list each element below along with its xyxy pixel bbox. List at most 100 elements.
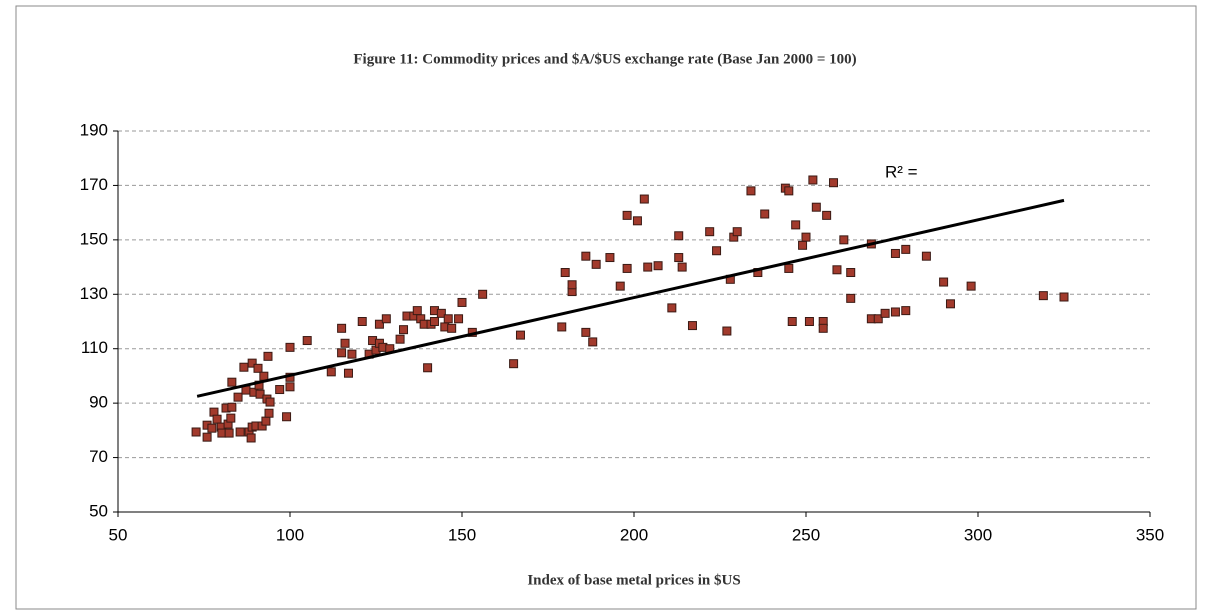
- point: [921, 251, 931, 261]
- point: [622, 263, 632, 273]
- point: [557, 322, 567, 332]
- point: [615, 281, 625, 291]
- point: [705, 227, 715, 237]
- x-tick-label: 200: [620, 525, 648, 544]
- point: [760, 209, 770, 219]
- point: [811, 202, 821, 212]
- point: [622, 210, 632, 220]
- point: [343, 368, 353, 378]
- x-tick-label: 100: [276, 525, 304, 544]
- point: [340, 338, 350, 348]
- point: [560, 268, 570, 278]
- point: [674, 231, 684, 241]
- point: [374, 319, 384, 329]
- point: [478, 289, 488, 299]
- point: [447, 323, 457, 333]
- x-tick-label: 300: [964, 525, 992, 544]
- point: [381, 314, 391, 324]
- point: [227, 402, 237, 412]
- point: [412, 306, 422, 316]
- y-tick-label: 150: [80, 229, 108, 248]
- point: [515, 330, 525, 340]
- point: [890, 307, 900, 317]
- point: [436, 308, 446, 318]
- point: [732, 227, 742, 237]
- point: [235, 427, 245, 437]
- point: [207, 423, 217, 433]
- point: [255, 389, 265, 399]
- point: [588, 337, 598, 347]
- point: [605, 253, 615, 263]
- point: [798, 240, 808, 250]
- point: [265, 397, 275, 407]
- point: [357, 317, 367, 326]
- y-tick-label: 130: [80, 284, 108, 303]
- point: [818, 323, 828, 333]
- point: [808, 175, 818, 185]
- point: [326, 367, 336, 377]
- point: [337, 323, 347, 333]
- y-tick-label: 170: [80, 175, 108, 194]
- point: [787, 317, 797, 326]
- point: [1038, 291, 1048, 301]
- point: [337, 348, 347, 358]
- point: [457, 297, 467, 307]
- y-tick-label: 50: [89, 501, 108, 520]
- point: [829, 178, 839, 188]
- point: [687, 321, 697, 331]
- point: [939, 277, 949, 287]
- point: [901, 306, 911, 316]
- point: [822, 210, 832, 220]
- point: [839, 235, 849, 245]
- y-tick-label: 70: [89, 447, 108, 466]
- point: [264, 408, 274, 418]
- chart-border: [15, 5, 1197, 610]
- y-tick-label: 110: [81, 338, 108, 357]
- point: [246, 433, 256, 443]
- point: [423, 363, 433, 373]
- x-axis-label: Index of base metal prices in $US: [527, 572, 740, 588]
- point: [746, 186, 756, 196]
- x-tick-label: 150: [448, 525, 476, 544]
- point: [632, 216, 642, 226]
- point: [261, 416, 271, 426]
- point: [263, 351, 273, 361]
- point: [1059, 292, 1069, 302]
- point: [712, 246, 722, 256]
- point: [581, 327, 591, 337]
- point: [801, 232, 811, 242]
- point: [429, 317, 439, 326]
- point: [253, 363, 263, 373]
- point: [791, 220, 801, 230]
- point: [832, 265, 842, 275]
- point: [454, 314, 464, 324]
- point: [846, 268, 856, 278]
- point: [945, 299, 955, 309]
- point: [591, 259, 601, 269]
- point: [202, 432, 212, 442]
- point: [285, 382, 295, 392]
- point: [677, 262, 687, 272]
- point: [443, 314, 453, 324]
- point: [226, 413, 236, 423]
- point: [722, 326, 732, 336]
- x-tick-label: 50: [109, 525, 128, 544]
- point: [239, 362, 249, 372]
- point: [247, 358, 257, 368]
- point: [667, 303, 677, 313]
- point: [873, 314, 883, 324]
- chart-title: Figure 11: Commodity prices and $A/$US e…: [353, 51, 856, 67]
- point: [804, 317, 814, 326]
- point: [581, 251, 591, 261]
- point: [282, 412, 292, 422]
- point: [347, 349, 357, 359]
- point: [509, 359, 519, 369]
- point: [643, 262, 653, 272]
- point: [567, 280, 577, 290]
- point: [227, 377, 237, 387]
- y-tick-label: 90: [89, 393, 108, 412]
- point: [846, 293, 856, 303]
- point: [302, 336, 312, 346]
- point: [784, 263, 794, 273]
